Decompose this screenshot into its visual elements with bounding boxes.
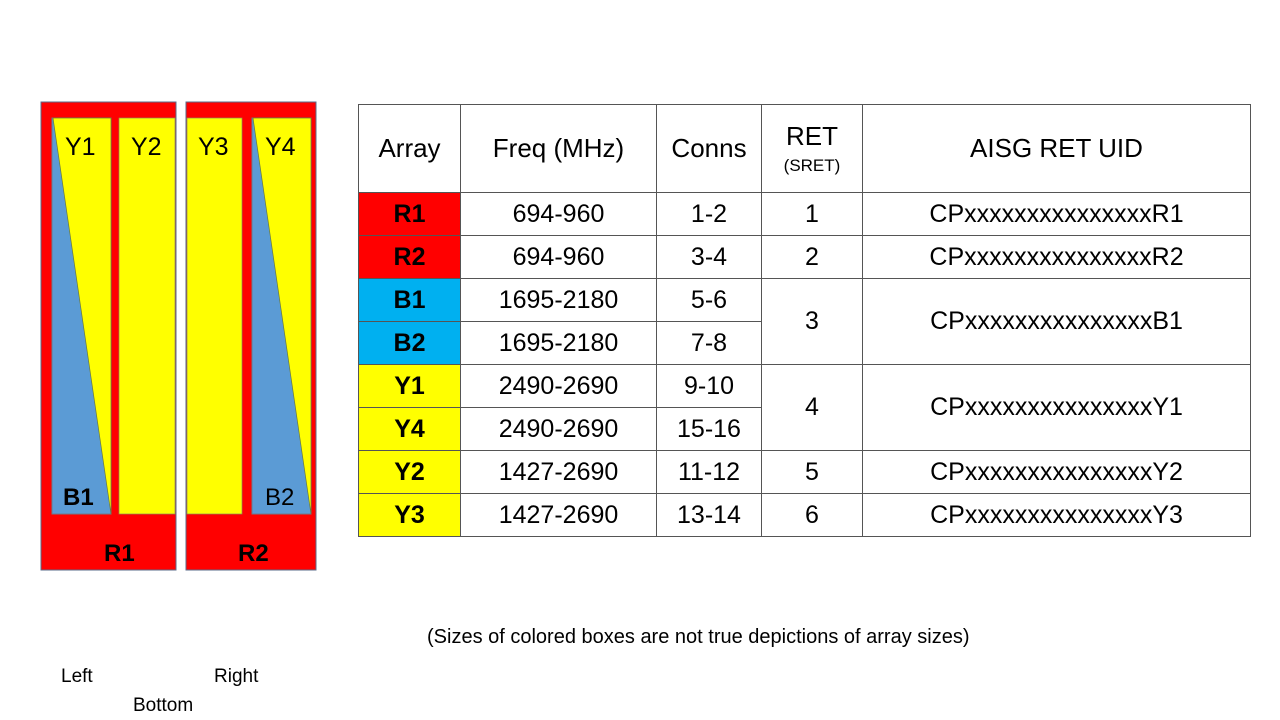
cell-ret: 6 [761, 493, 863, 537]
footnote: (Sizes of colored boxes are not true dep… [427, 626, 970, 648]
cell-array: R2 [358, 235, 461, 279]
header-ret: RET (SRET) [761, 104, 863, 193]
cell-array: Y1 [358, 364, 461, 408]
label-y4: Y4 [265, 133, 296, 161]
cell-conns: 1-2 [656, 192, 762, 236]
header-freq: Freq (MHz) [460, 104, 657, 193]
cell-freq: 2490-2690 [460, 407, 657, 451]
cell-freq: 694-960 [460, 192, 657, 236]
cell-ret: 2 [761, 235, 863, 279]
cell-conns: 5-6 [656, 278, 762, 322]
cell-ret: 5 [761, 450, 863, 494]
cell-array: R1 [358, 192, 461, 236]
cell-freq: 1427-2690 [460, 493, 657, 537]
cell-freq: 2490-2690 [460, 364, 657, 408]
cell-conns: 11-12 [656, 450, 762, 494]
label-b2: B2 [265, 484, 294, 511]
cell-conns: 9-10 [656, 364, 762, 408]
header-uid: AISG RET UID [862, 104, 1251, 193]
cell-freq: 1427-2690 [460, 450, 657, 494]
cell-array: B1 [358, 278, 461, 322]
orientation-right: Right [214, 666, 259, 687]
panel-left: Y1 Y2 B1 R1 [40, 101, 177, 571]
label-b1: B1 [63, 484, 94, 511]
table-row: R1 694-960 1-2 1 CPxxxxxxxxxxxxxxxR1 [358, 192, 1251, 236]
table-row: Y3 1427-2690 13-14 6 CPxxxxxxxxxxxxxxxY3 [358, 493, 1251, 537]
cell-freq: 694-960 [460, 235, 657, 279]
orientation-bottom: Bottom [133, 695, 194, 716]
cell-uid: CPxxxxxxxxxxxxxxxR1 [862, 192, 1251, 236]
table-row: B2 1695-2180 7-8 [358, 321, 1251, 365]
cell-uid: CPxxxxxxxxxxxxxxxY1 [862, 364, 1251, 451]
array-y4 [252, 117, 312, 515]
table-row: Y4 2490-2690 15-16 [358, 407, 1251, 451]
cell-uid: CPxxxxxxxxxxxxxxxY3 [862, 493, 1251, 537]
cell-uid: CPxxxxxxxxxxxxxxxY2 [862, 450, 1251, 494]
panel-right: Y3 Y4 B2 R2 [185, 101, 317, 571]
cell-ret: 4 [761, 364, 863, 451]
cell-conns: 15-16 [656, 407, 762, 451]
cell-uid: CPxxxxxxxxxxxxxxxR2 [862, 235, 1251, 279]
cell-ret: 1 [761, 192, 863, 236]
label-y1: Y1 [65, 133, 96, 161]
cell-conns: 7-8 [656, 321, 762, 365]
label-r2: R2 [238, 540, 269, 567]
cell-array: Y4 [358, 407, 461, 451]
cell-conns: 3-4 [656, 235, 762, 279]
antenna-array-diagram: Y1 Y2 B1 R1 Y3 Y4 B2 R2 [40, 101, 317, 571]
cell-conns: 13-14 [656, 493, 762, 537]
cell-freq: 1695-2180 [460, 321, 657, 365]
orientation-left: Left [61, 666, 93, 687]
array-table: Array Freq (MHz) Conns RET (SRET) AISG RE… [358, 104, 1251, 537]
cell-array: Y3 [358, 493, 461, 537]
table-row: Y1 2490-2690 9-10 4 CPxxxxxxxxxxxxxxxY1 [358, 364, 1251, 451]
header-ret-sub: (SRET) [783, 156, 841, 175]
array-y1 [52, 117, 112, 515]
table-row: Y2 1427-2690 11-12 5 CPxxxxxxxxxxxxxxxY2 [358, 450, 1251, 494]
cell-ret: 3 [761, 278, 863, 365]
header-conns: Conns [656, 104, 762, 193]
cell-freq: 1695-2180 [460, 278, 657, 322]
table-row: R2 694-960 3-4 2 CPxxxxxxxxxxxxxxxR2 [358, 235, 1251, 279]
label-y3: Y3 [198, 133, 229, 161]
cell-uid: CPxxxxxxxxxxxxxxxB1 [862, 278, 1251, 365]
table-row: B1 1695-2180 5-6 3 CPxxxxxxxxxxxxxxxB1 [358, 278, 1251, 365]
array-y3 [186, 117, 243, 515]
header-array: Array [358, 104, 461, 193]
array-y2 [118, 117, 176, 515]
label-r1: R1 [104, 540, 135, 567]
table-header-row: Array Freq (MHz) Conns RET (SRET) AISG RE… [358, 104, 1251, 193]
header-ret-label: RET [786, 121, 838, 151]
cell-array: Y2 [358, 450, 461, 494]
cell-array: B2 [358, 321, 461, 365]
label-y2: Y2 [131, 133, 162, 161]
